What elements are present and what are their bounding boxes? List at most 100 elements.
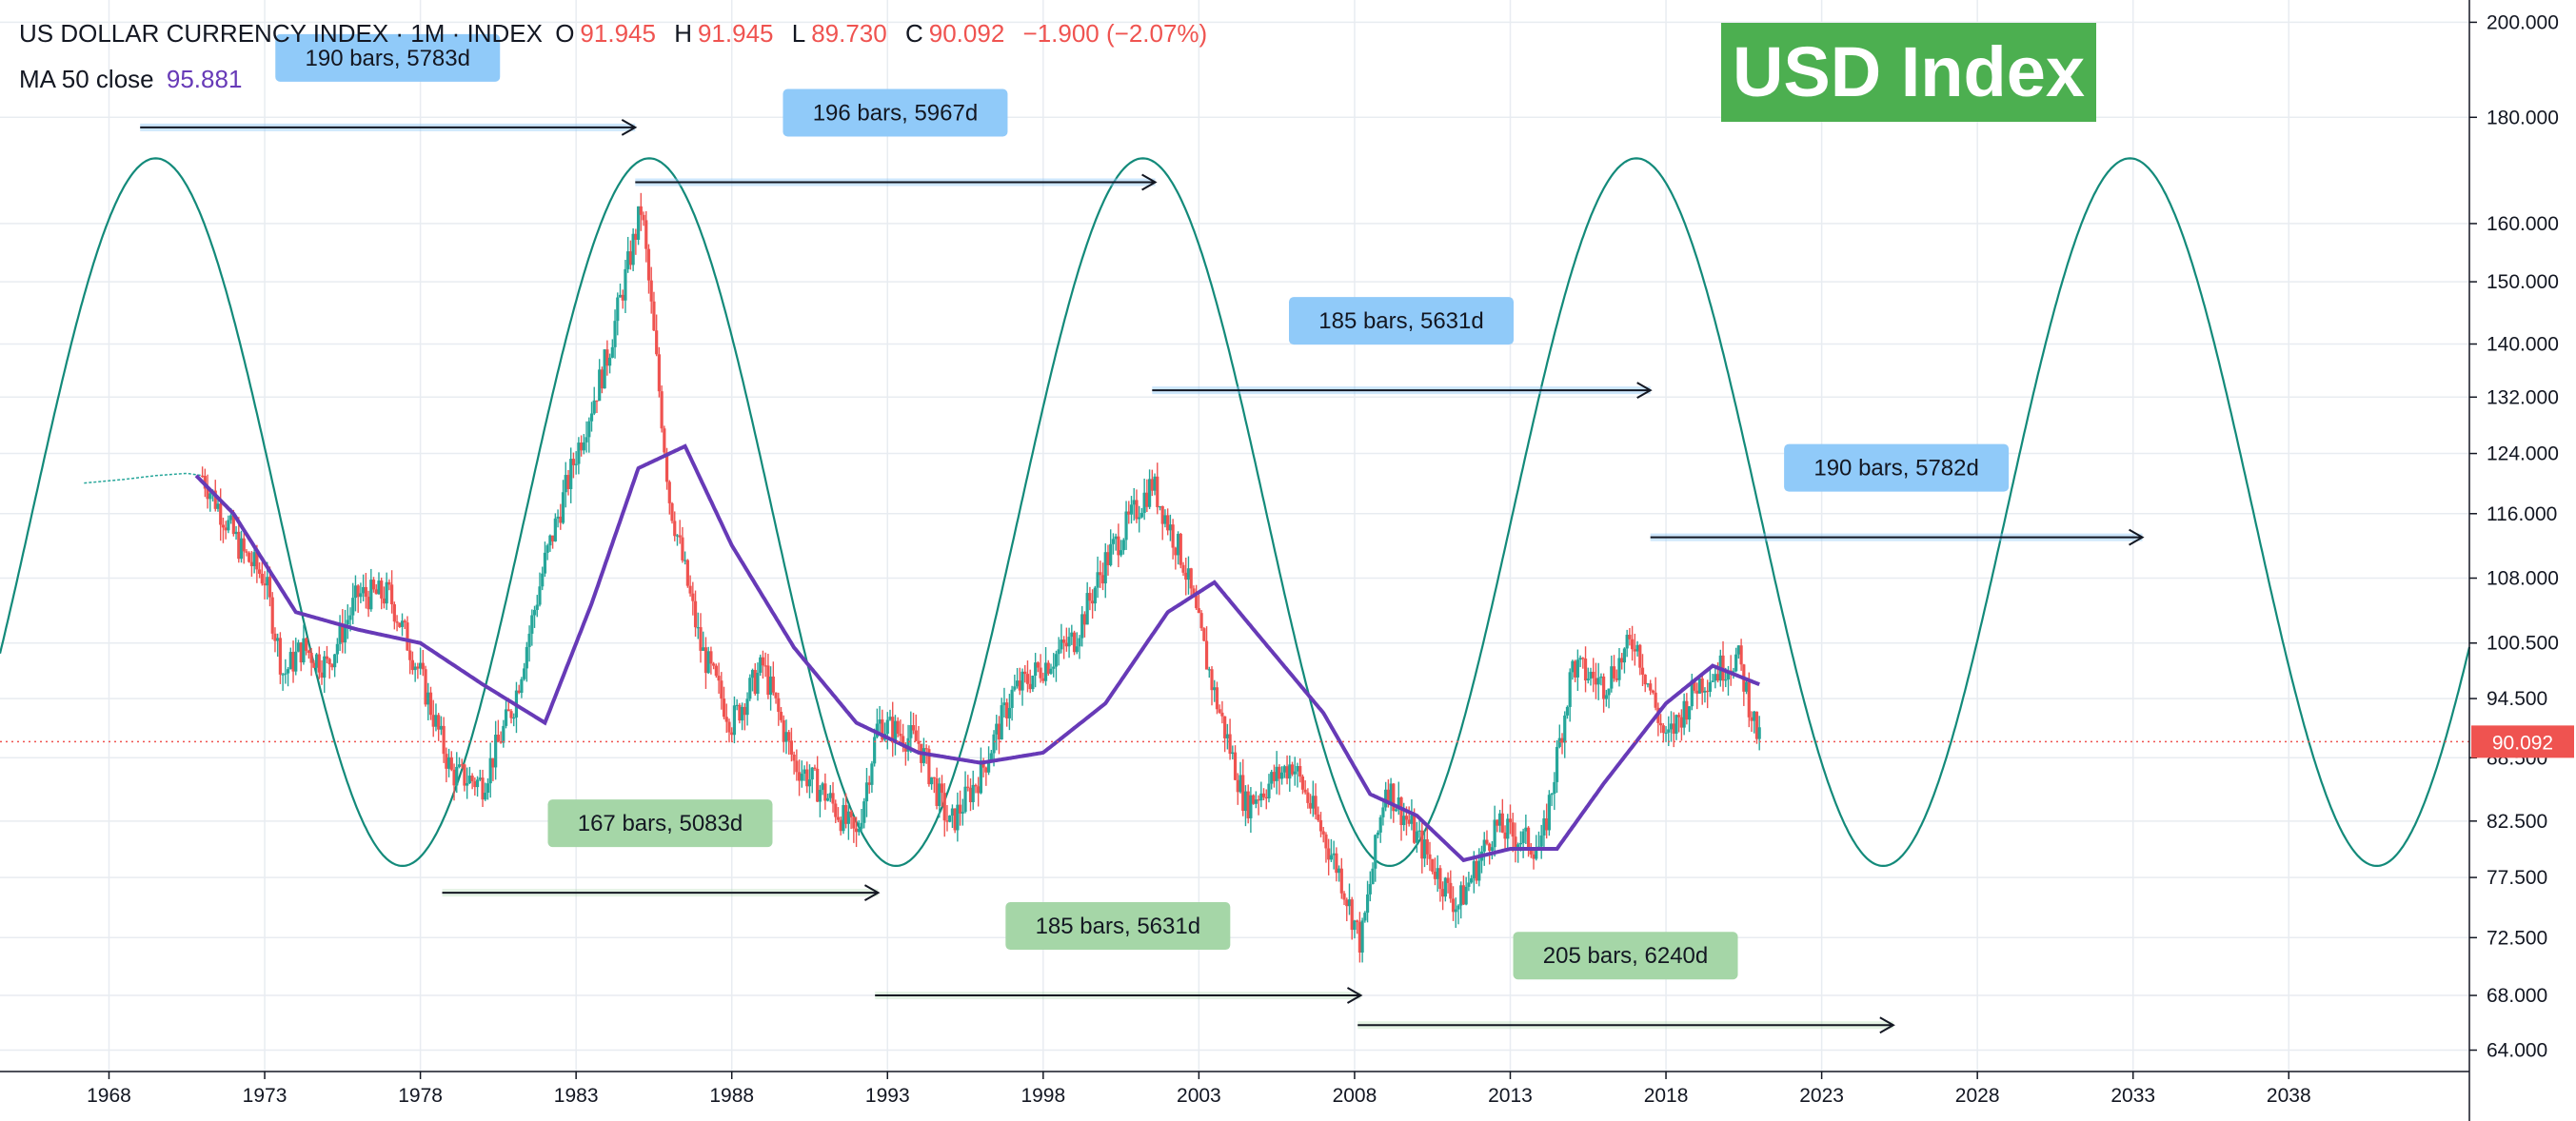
candle-body bbox=[1345, 899, 1349, 907]
time-tick-label: 1988 bbox=[709, 1085, 754, 1107]
date-range-tool[interactable]: 190 bars, 5783d bbox=[140, 33, 638, 136]
candle-body bbox=[717, 676, 721, 681]
candle-body bbox=[242, 538, 246, 552]
candle-body bbox=[839, 819, 842, 832]
candle-body bbox=[327, 659, 331, 665]
candle-body bbox=[559, 516, 563, 523]
candle-body bbox=[636, 206, 641, 240]
candle-body bbox=[1664, 732, 1668, 735]
ohlc-key: O bbox=[555, 19, 575, 48]
candle-body bbox=[1472, 860, 1476, 878]
candle-body bbox=[1041, 678, 1045, 681]
candle-body bbox=[1622, 648, 1627, 663]
candle-body bbox=[457, 764, 462, 767]
candle-body bbox=[445, 754, 448, 769]
candle-body bbox=[1288, 764, 1292, 779]
candle-body bbox=[634, 233, 638, 240]
date-range-tool[interactable]: 190 bars, 5782d bbox=[1650, 443, 2145, 546]
date-range-tool[interactable]: 185 bars, 5631d bbox=[875, 902, 1363, 1004]
candle-body bbox=[488, 757, 492, 784]
ma-label[interactable]: MA 50 close bbox=[19, 65, 154, 93]
candle-body bbox=[626, 251, 630, 269]
ohlc-low: L 89.730 bbox=[792, 19, 893, 48]
candle-body bbox=[1223, 716, 1227, 738]
candle-body bbox=[1275, 766, 1278, 781]
candle-body bbox=[691, 593, 695, 601]
candle-body bbox=[323, 656, 327, 678]
candle-body bbox=[867, 782, 871, 785]
candle-body bbox=[1575, 659, 1579, 678]
candle-body bbox=[1353, 920, 1357, 931]
candle-body bbox=[270, 597, 274, 634]
date-range-label: 190 bars, 5783d bbox=[306, 46, 470, 71]
candle-body bbox=[369, 580, 373, 610]
candle-body bbox=[1578, 658, 1582, 660]
candle-body bbox=[1464, 886, 1468, 905]
date-range-label-box bbox=[1513, 932, 1738, 980]
candle-body bbox=[1290, 764, 1295, 775]
candle-body bbox=[216, 503, 220, 509]
candle-body bbox=[810, 767, 814, 780]
candle-body bbox=[419, 662, 423, 669]
candle-body bbox=[1306, 792, 1310, 803]
candle-body bbox=[356, 585, 360, 598]
candle-body bbox=[1654, 692, 1657, 708]
candle-body bbox=[616, 297, 620, 322]
candle-body bbox=[1324, 834, 1328, 849]
candle-body bbox=[917, 740, 921, 744]
candle-body bbox=[343, 624, 347, 643]
candle-body bbox=[896, 720, 900, 735]
legend-ma-line[interactable]: MA 50 close 95.881 bbox=[19, 65, 248, 94]
candle-body bbox=[860, 822, 863, 829]
candle-body bbox=[532, 609, 537, 616]
date-ranges[interactable]: 190 bars, 5783d 196 bars, 5967d 185 bars, … bbox=[140, 33, 2145, 1034]
candle-body bbox=[374, 589, 378, 595]
date-range-tool[interactable]: 205 bars, 6240d bbox=[1357, 932, 1895, 1034]
candle-body bbox=[413, 666, 417, 671]
candle-body bbox=[670, 502, 674, 521]
candle-body bbox=[403, 620, 406, 623]
candles bbox=[84, 192, 1761, 963]
candle-body bbox=[1365, 894, 1370, 914]
candle-body bbox=[589, 413, 594, 422]
candle-body bbox=[870, 763, 874, 785]
candle-body bbox=[795, 760, 799, 773]
candle-body bbox=[1233, 752, 1238, 780]
candle-body bbox=[678, 535, 682, 538]
date-range-label-box bbox=[1289, 297, 1515, 345]
candle-body bbox=[221, 524, 226, 528]
candle-body bbox=[807, 779, 812, 787]
candle-body bbox=[494, 735, 498, 768]
candle-body bbox=[585, 437, 588, 442]
candle-body bbox=[499, 740, 503, 743]
candle-body bbox=[1610, 666, 1614, 689]
candle-body bbox=[1563, 715, 1567, 743]
date-range-tool[interactable]: 185 bars, 5631d bbox=[1152, 297, 1653, 400]
candle-body bbox=[1739, 645, 1743, 665]
candle-body bbox=[1357, 921, 1361, 953]
candle-body bbox=[1321, 831, 1325, 835]
candle-body bbox=[681, 537, 684, 560]
candle-body bbox=[1005, 702, 1009, 718]
early-price-line bbox=[84, 472, 203, 484]
symbol-name[interactable]: US DOLLAR CURRENCY INDEX · 1M · INDEX bbox=[19, 19, 543, 48]
candle-body bbox=[1296, 766, 1299, 772]
candle-body bbox=[1261, 793, 1266, 797]
candle-body bbox=[556, 516, 560, 519]
candle-body bbox=[1708, 681, 1712, 692]
time-tick-label: 2023 bbox=[1799, 1085, 1844, 1107]
last-price-tag bbox=[2471, 725, 2574, 758]
candle-body bbox=[496, 735, 500, 741]
candle-body bbox=[1628, 635, 1632, 639]
candle-body bbox=[745, 698, 749, 716]
candle-body bbox=[977, 786, 981, 794]
candle-body bbox=[787, 732, 791, 741]
candle-body bbox=[1529, 850, 1533, 855]
date-range-tool[interactable]: 196 bars, 5967d bbox=[635, 88, 1158, 191]
candle-body bbox=[1181, 564, 1185, 573]
candle-body bbox=[219, 503, 223, 525]
date-range-tool[interactable]: 167 bars, 5083d bbox=[442, 799, 881, 901]
